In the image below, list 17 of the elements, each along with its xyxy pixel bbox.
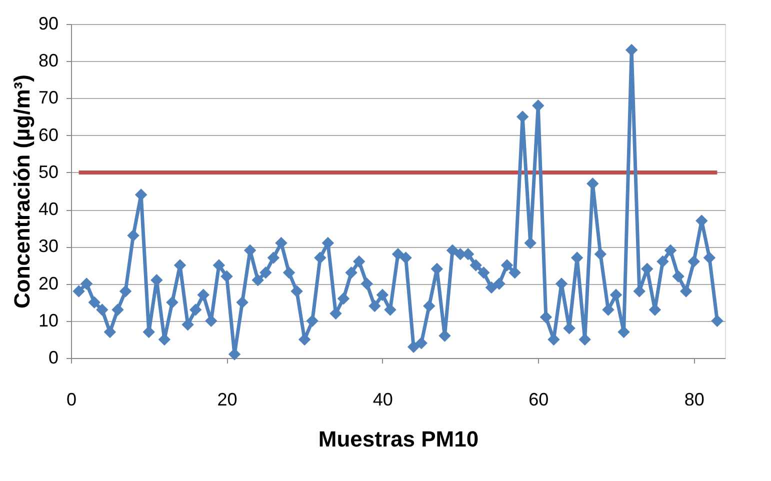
y-tick-label: 50	[38, 162, 58, 182]
y-axis-title: Concentración (µg/m³)	[9, 74, 34, 308]
y-tick-label: 20	[38, 273, 58, 294]
y-tick-label: 70	[38, 88, 58, 108]
y-tick-label: 90	[38, 14, 58, 34]
y-tick-label: 10	[38, 310, 58, 330]
y-tick-label: 0	[48, 348, 58, 368]
x-tick-label: 20	[217, 390, 238, 410]
x-tick-label: 40	[372, 390, 393, 410]
y-tick-label: 30	[38, 236, 58, 256]
x-axis-title: Muestras PM10	[318, 426, 479, 452]
x-tick-label: 60	[528, 390, 549, 410]
y-tick-label: 60	[38, 124, 58, 145]
y-tick-label: 80	[38, 50, 58, 71]
x-tick-label: 80	[684, 390, 704, 410]
y-tick-label: 40	[38, 199, 58, 220]
x-tick-label: 0	[66, 390, 77, 410]
